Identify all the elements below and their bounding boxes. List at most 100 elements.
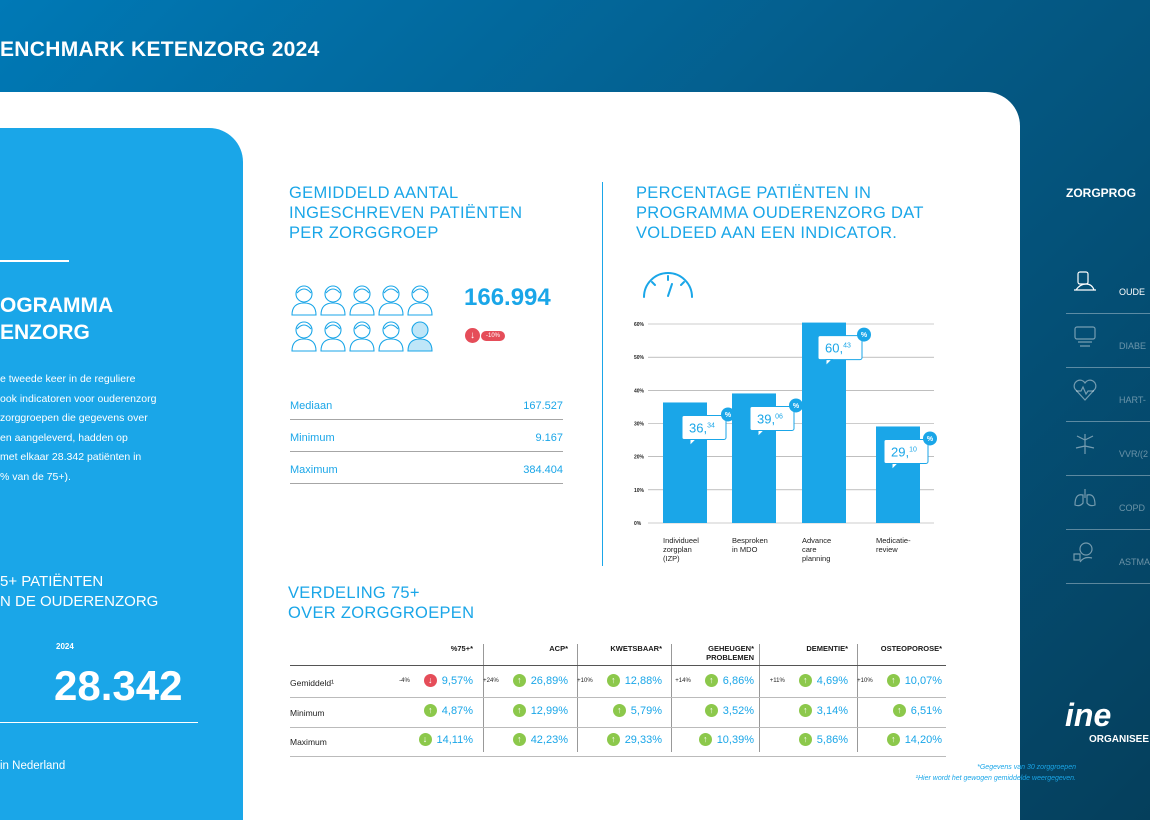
cell-delta: +11% [769,677,785,684]
footnote-source: *Gegevens van 30 zorggroepen [977,764,1076,771]
y-tick-label: 0% [634,521,642,527]
sidebar-item-label: VVR/(2 [1119,449,1149,459]
gauge-icon [643,272,693,298]
table-row-label: Minimum [290,708,325,718]
table-cell: ↑ 12,99% [512,704,568,717]
diabetes-icon [1074,326,1096,347]
x-tick-label: care [802,545,817,554]
arrow-up-icon: ↑ [704,674,718,687]
table-cell: +10% ↑ 10,07% [857,674,942,687]
column-separator [577,644,578,752]
sidebar-item-copd[interactable]: COPD [1066,476,1150,530]
people-icon [291,285,433,352]
table-row-line [290,756,946,757]
x-tick-label: zorgplan [663,545,692,554]
table-cell: ↑ 10,39% [698,733,754,746]
arrow-down-icon: ↓ [465,328,480,343]
arrow-up-icon: ↑ [798,704,812,717]
table-cell: ↑ 42,23% [512,733,568,746]
stat-row-median: Mediaan 167.527 [290,400,563,420]
patients-title: GEMIDDELD AANTAL INGESCHREVEN PATIËNTEN … [289,184,523,242]
percent-icon [721,407,735,422]
data-label-box [749,405,795,431]
stat-row-minimum: Minimum 9.167 [290,432,563,452]
table-cell: -4% ↓ 9,57% [399,674,473,687]
panel-rule [0,260,69,262]
table-cell: ↑ 5,79% [612,704,662,717]
cell-value: 26,89% [530,674,568,687]
brand-logo: ine ORGANISEE [1065,697,1150,745]
arrow-up-icon: ↑ [512,733,526,746]
arrow-up-icon: ↑ [606,733,620,746]
cell-value: 29,33% [624,733,662,746]
sidebar-item-hart[interactable]: HART- [1066,368,1150,422]
arrow-up-icon: ↑ [612,704,626,717]
percent-icon [857,327,871,342]
sidebar-item-label: ASTMA [1119,557,1150,567]
arrow-up-icon: ↑ [606,674,620,687]
cell-value: 5,79% [630,704,662,717]
lungs-icon [1074,489,1096,507]
cell-value: 12,88% [624,674,662,687]
y-tick-label: 20% [634,455,645,461]
sidebar-item-diabe[interactable]: DIABE [1066,314,1150,368]
cell-delta: +24% [483,677,499,684]
column-header: DEMENTIE* [806,644,848,653]
x-tick-label: Individueel [663,536,699,545]
data-label-pointer [757,429,766,438]
table-cell: +24% ↑ 26,89% [483,674,568,687]
table-cell: ↑ 14,20% [886,733,942,746]
data-label: 29,10 [891,444,917,459]
column-header: %75+* [450,644,473,653]
table-cell: ↑ 29,33% [606,733,662,746]
panel-body: e tweede keer in de reguliere ook indica… [0,373,157,483]
cell-value: 10,39% [716,733,754,746]
x-tick-label: in MDO [732,545,758,554]
cell-delta: +10% [857,677,873,684]
sidebar-item-label: HART- [1119,395,1146,405]
table-cell: +11% ↑ 4,69% [770,674,848,687]
panel-rule-bottom [0,722,198,723]
x-tick-label: review [876,545,898,554]
arrow-up-icon: ↑ [798,733,812,746]
y-tick-label: 60% [634,322,645,328]
cell-value: 42,23% [530,733,568,746]
percent-badge-label: % [793,403,800,410]
cell-value: 3,52% [722,704,754,717]
column-header: OSTEOPOROSE* [880,644,942,653]
table-cell: ↑ 4,87% [423,704,473,717]
cell-delta: -4% [399,677,410,684]
arrow-up-icon: ↑ [423,704,437,717]
sidebar-item-vvr[interactable]: VVR/(2 [1066,422,1150,476]
x-tick-label: planning [802,554,830,563]
x-tick-label: Medicatie- [876,536,911,545]
data-label-box [681,414,727,440]
table-row-line [290,727,946,728]
table-header-line [290,665,946,666]
x-tick-label: Besproken [732,536,768,545]
arrow-up-icon: ↑ [892,704,906,717]
patients-change-value: -10% [481,330,506,341]
panel-footer: in Nederland [0,760,66,772]
data-label: 60,43 [825,341,851,356]
cell-value: 14,20% [904,733,942,746]
vessels-icon [1075,434,1095,454]
y-tick-label: 50% [634,355,645,361]
distribution-title: VERDELING 75+ OVER ZORGGROEPEN [288,584,475,622]
data-label-pointer [825,359,834,367]
stat-row-maximum: Maximum 384.404 [290,464,563,484]
indicator-title: PERCENTAGE PATIËNTEN IN PROGRAMMA OUDERE… [636,184,924,242]
table-row-line [290,697,946,698]
arrow-up-icon: ↑ [512,704,526,717]
arrow-up-icon: ↑ [512,674,526,687]
sidebar-item-oude[interactable]: OUDE [1066,260,1150,314]
elderly-care-icon [1074,271,1096,291]
arrow-up-icon: ↑ [886,674,900,687]
table-cell: ↑ 3,52% [704,704,754,717]
sidebar-item-astma[interactable]: ASTMA [1066,530,1150,584]
cell-value: 12,99% [530,704,568,717]
program-panel: OGRAMMA ENZORG e tweede keer in de regul… [0,128,243,820]
panel-big-value: 28.342 [54,662,183,709]
patients-change-badge: ↓ -10% [465,328,506,343]
data-label-box [817,335,863,361]
